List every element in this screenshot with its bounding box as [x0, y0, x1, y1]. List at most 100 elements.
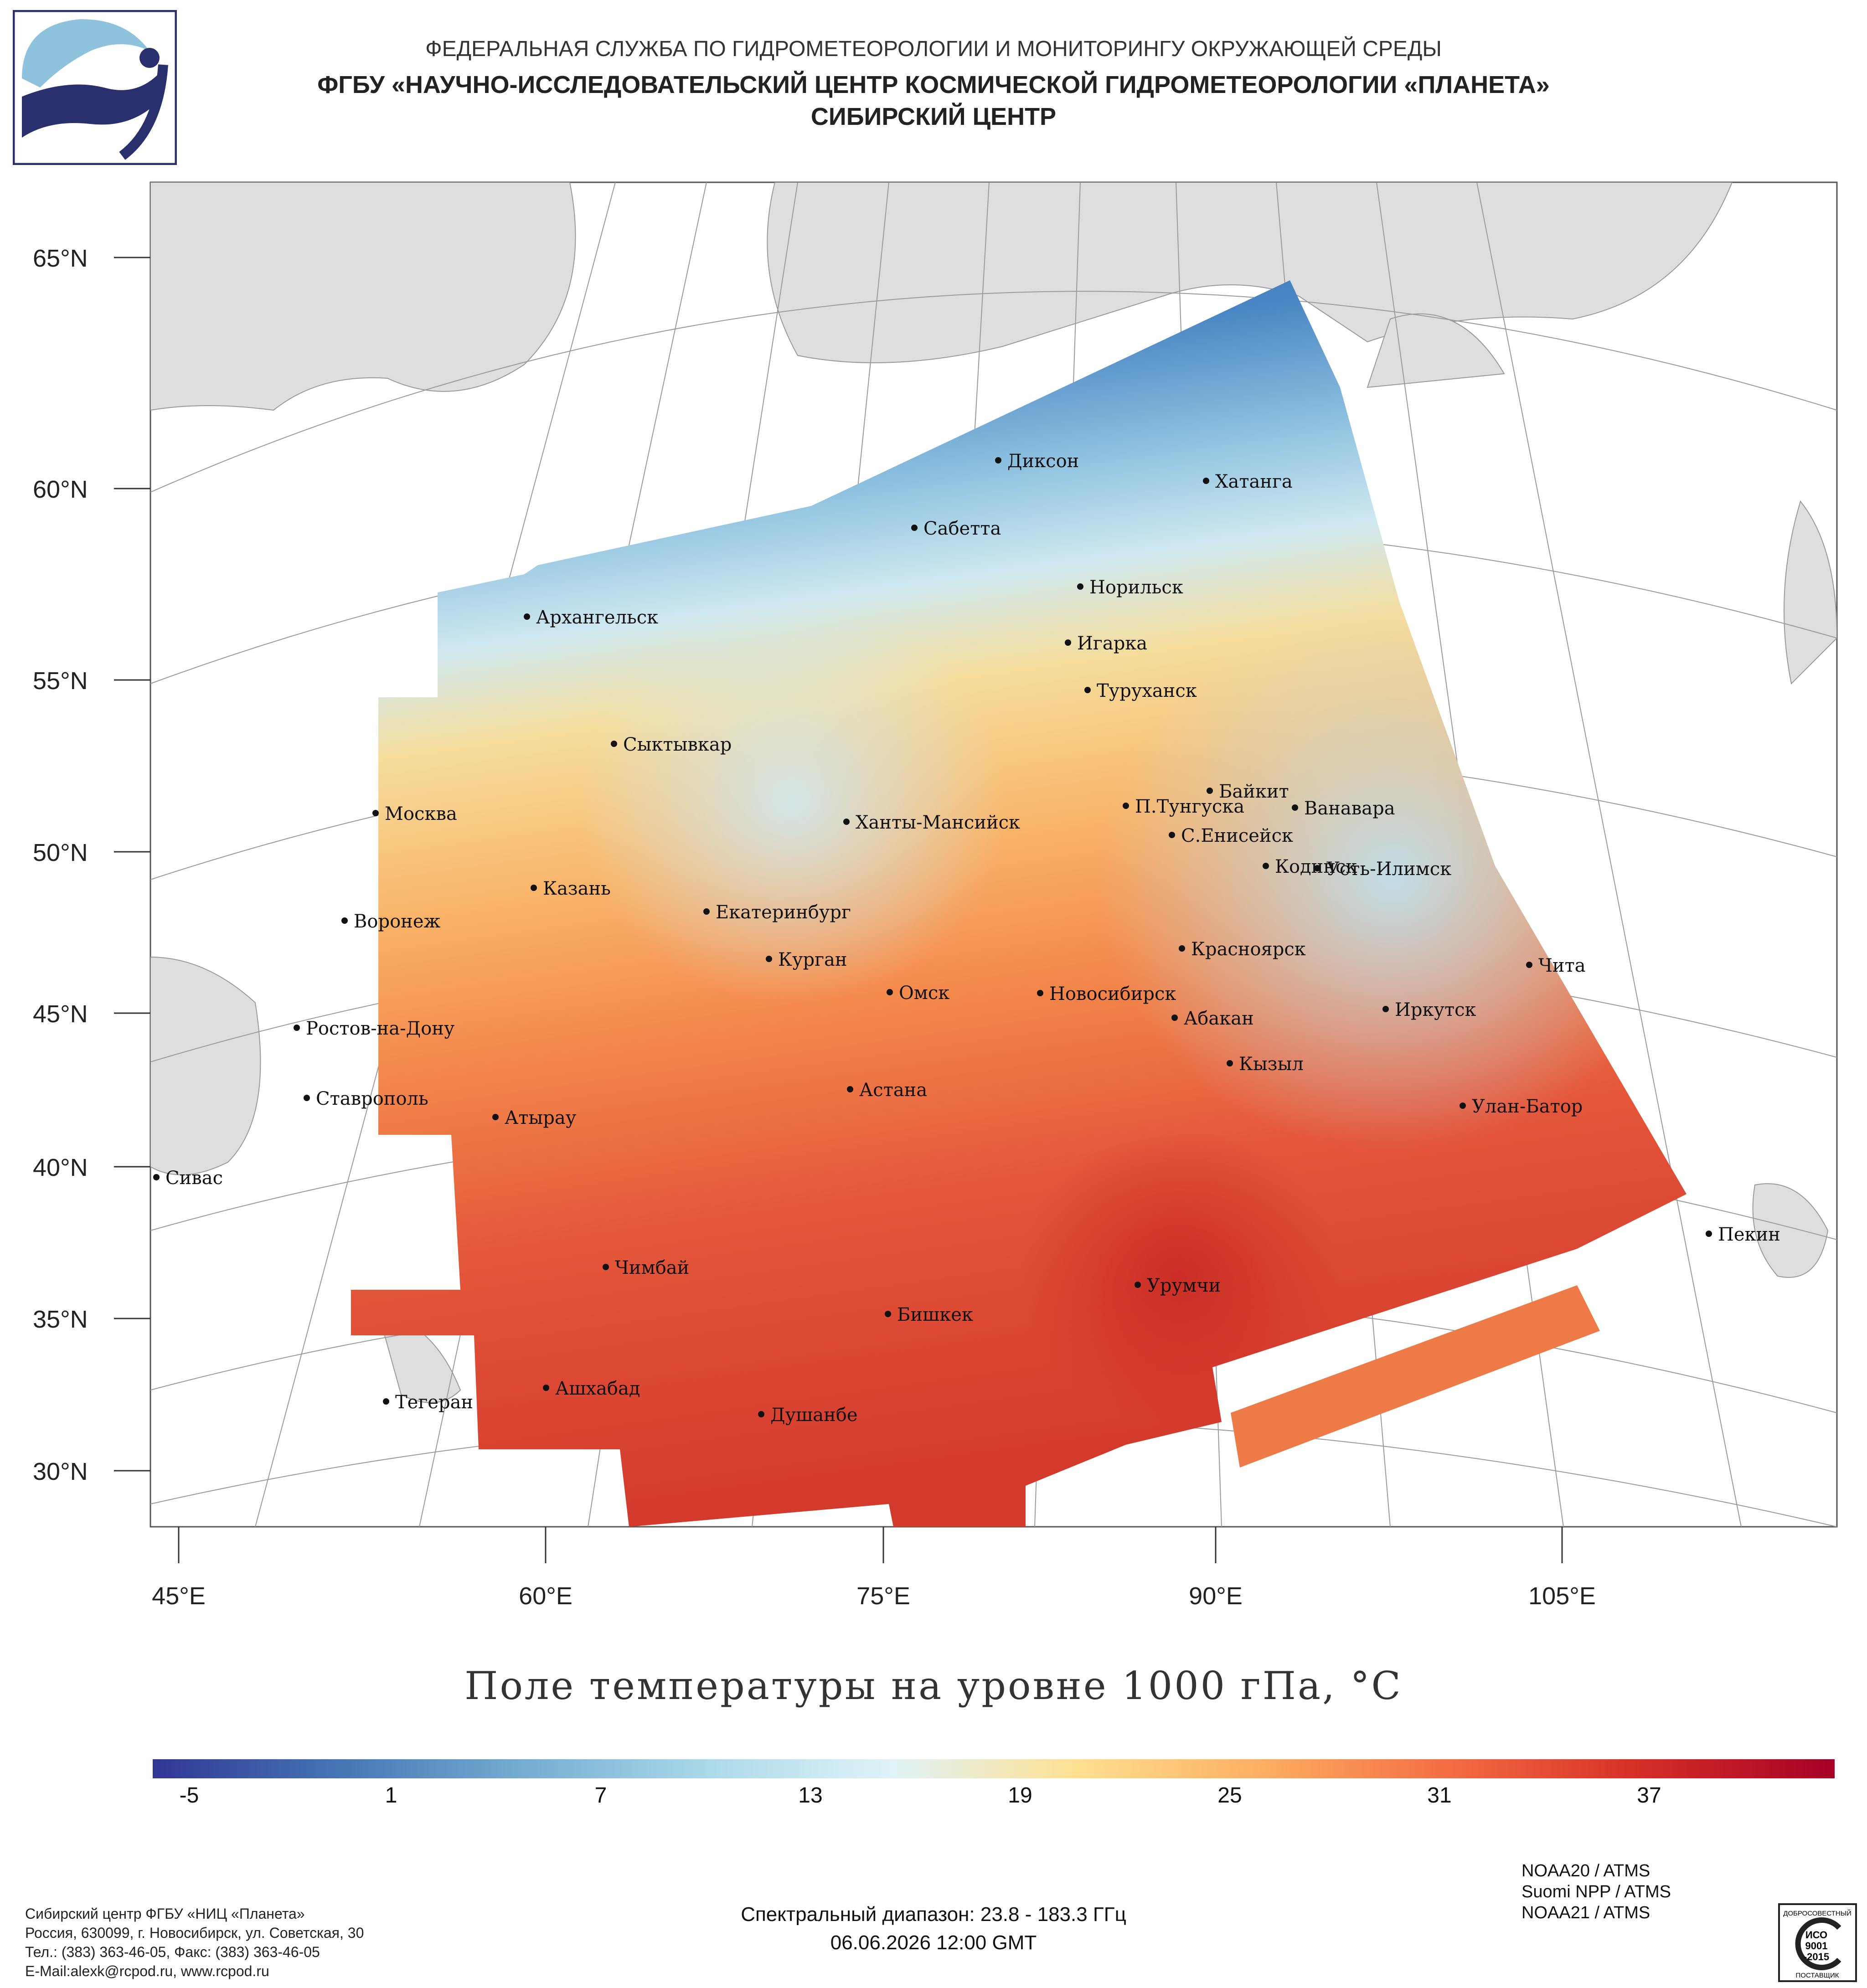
city-dot-novosibirsk — [1037, 990, 1043, 996]
colorbar-tick-4: 13 — [798, 1783, 823, 1808]
footer-product-info: Спектральный диапазон: 23.8 - 183.3 ГГц … — [0, 1900, 1867, 1957]
city-khatanga: Хатанга — [1215, 471, 1293, 492]
city-p-tunguska: П.Тунгуска — [1135, 796, 1244, 817]
city-khanty-mansiysk: Ханты-Мансийск — [856, 812, 1020, 833]
city-voronezh: Воронеж — [354, 911, 440, 932]
city-dot-sabetta — [911, 525, 918, 531]
city-dot-khatanga — [1203, 478, 1209, 484]
iso-text-1: ИСО — [1805, 1929, 1827, 1941]
city-dot-vanavara — [1292, 804, 1298, 811]
map-title: Поле температуры на уровне 1000 гПа, °C — [464, 1664, 1403, 1708]
city-irkutsk: Иркутск — [1395, 999, 1476, 1020]
city-krasnoyarsk: Красноярск — [1191, 939, 1306, 960]
city-dot-ulaanbaatar — [1460, 1102, 1466, 1109]
city-sabetta: Сабетта — [923, 518, 1001, 539]
city-dot-arkhangelsk — [524, 613, 530, 620]
city-dot-stavropol — [304, 1095, 310, 1101]
city-baikit: Байкит — [1219, 781, 1289, 802]
city-omsk: Омск — [899, 983, 949, 1004]
lat-label-50: 50°N — [33, 839, 88, 866]
lat-label-40: 40°N — [33, 1154, 88, 1181]
colorbar-tick-8: 37 — [1637, 1783, 1661, 1808]
city-dot-sivas — [153, 1174, 160, 1180]
city-abakan: Абакан — [1184, 1008, 1254, 1029]
iso-certification-badge: ДОБРОСОВЕСТНЫЙ ИСО 9001 -2015 ПОСТАВЩИК — [1778, 1903, 1857, 1982]
city-ashgabat: Ашхабад — [555, 1378, 640, 1399]
lat-label-65: 65°N — [33, 245, 88, 272]
city-dot-syktyvkar — [611, 741, 617, 747]
city-kurgan: Курган — [778, 949, 847, 970]
city-dot-p-tunguska — [1123, 803, 1129, 809]
city-moscow: Москва — [385, 803, 457, 824]
city-dikson: Диксон — [1007, 451, 1079, 472]
city-yekaterinburg: Екатеринбург — [716, 902, 851, 923]
footer-spectral-range: Спектральный диапазон: 23.8 - 183.3 ГГц — [741, 1903, 1126, 1926]
city-dot-yekaterinburg — [703, 908, 710, 915]
city-bishkek: Бишкек — [897, 1304, 973, 1325]
city-kazan: Казань — [543, 878, 611, 899]
footer-org-phone: Тел.: (383) 363-46-05, Факс: (383) 363-4… — [25, 1944, 320, 1960]
city-dot-norilsk — [1077, 583, 1083, 590]
city-dot-irkutsk — [1382, 1006, 1389, 1012]
lon-label-45: 45°E — [152, 1582, 206, 1610]
city-dot-s-yeniseysk — [1169, 832, 1175, 838]
temperature-swath — [351, 280, 1686, 1527]
iso-text-2: 9001 — [1805, 1940, 1828, 1952]
lat-label-55: 55°N — [33, 667, 88, 695]
city-kyzyl: Кызыл — [1239, 1054, 1304, 1075]
city-stavropol: Ставрополь — [316, 1088, 428, 1109]
city-ulaanbaatar: Улан-Батор — [1472, 1096, 1583, 1117]
lon-label-105: 105°E — [1528, 1582, 1596, 1610]
city-vanavara: Ванавара — [1304, 798, 1395, 819]
city-sivas: Сивас — [165, 1168, 223, 1189]
lat-label-35: 35°N — [33, 1306, 88, 1333]
landmass-layer — [150, 182, 1837, 1403]
city-dot-urumqi — [1135, 1282, 1141, 1288]
city-beijing: Пекин — [1718, 1224, 1780, 1245]
colorbar-gradient — [153, 1759, 1835, 1778]
colorbar-tick-2: 1 — [385, 1783, 397, 1808]
header-institute: ФГБУ «НАУЧНО-ИССЛЕДОВАТЕЛЬСКИЙ ЦЕНТР КОС… — [317, 71, 1550, 98]
city-dot-moscow — [372, 810, 379, 816]
city-urumqi: Урумчи — [1147, 1275, 1221, 1296]
footer-org-address: Россия, 630099, г. Новосибирск, ул. Сове… — [25, 1925, 364, 1941]
lat-label-30: 30°N — [33, 1458, 88, 1485]
city-igarka: Игарка — [1077, 633, 1147, 654]
iso-text-3: -2015 — [1804, 1951, 1829, 1962]
city-dot-dikson — [995, 457, 1001, 464]
city-dushanbe: Душанбе — [770, 1405, 858, 1426]
city-s-yeniseysk: С.Енисейск — [1181, 825, 1293, 846]
colorbar-tick-7: 31 — [1427, 1783, 1452, 1808]
instrument-3: NOAA21 / ATMS — [1521, 1903, 1650, 1922]
city-astana: Астана — [859, 1080, 927, 1101]
city-norilsk: Норильск — [1089, 577, 1183, 598]
city-rostov: Ростов-на-Дону — [306, 1018, 455, 1039]
colorbar-tick-3: 7 — [594, 1783, 607, 1808]
city-dot-rostov — [294, 1025, 300, 1031]
lon-label-90: 90°E — [1189, 1582, 1243, 1610]
instrument-1: NOAA20 / ATMS — [1521, 1861, 1650, 1880]
lon-label-60: 60°E — [519, 1582, 572, 1610]
city-syktyvkar: Сыктывкар — [623, 734, 732, 755]
city-dot-igarka — [1065, 639, 1071, 646]
city-dot-astana — [847, 1086, 853, 1092]
city-dot-abakan — [1171, 1015, 1178, 1021]
city-dot-bishkek — [885, 1311, 891, 1317]
city-dot-atyrau — [492, 1114, 499, 1120]
footer-datetime: 06.06.2026 12:00 GMT — [830, 1931, 1037, 1954]
lat-label-45: 45°N — [33, 1000, 88, 1028]
city-dot-krasnoyarsk — [1179, 945, 1185, 952]
city-dot-chita — [1526, 962, 1532, 968]
city-ust-ilimsk: Усть-Илимск — [1326, 859, 1451, 880]
latitude-labels: 65°N 60°N 55°N 50°N 45°N 40°N 35°N 30°N — [33, 245, 150, 1485]
city-chita: Чита — [1538, 955, 1586, 976]
city-dot-kodinsk — [1263, 863, 1269, 869]
city-novosibirsk: Новосибирск — [1049, 984, 1176, 1004]
city-dot-omsk — [887, 989, 893, 995]
instrument-2: Suomi NPP / ATMS — [1521, 1882, 1671, 1901]
longitude-labels: 45°E 60°E 75°E 90°E 105°E — [152, 1527, 1596, 1610]
city-dot-kazan — [531, 885, 537, 891]
city-turukhansk: Туруханск — [1097, 680, 1197, 701]
footer-org-name: Сибирский центр ФГБУ «НИЦ «Планета» — [25, 1906, 305, 1922]
temperature-map: 65°N 60°N 55°N 50°N 45°N 40°N 35°N 30°N … — [33, 181, 1838, 1610]
